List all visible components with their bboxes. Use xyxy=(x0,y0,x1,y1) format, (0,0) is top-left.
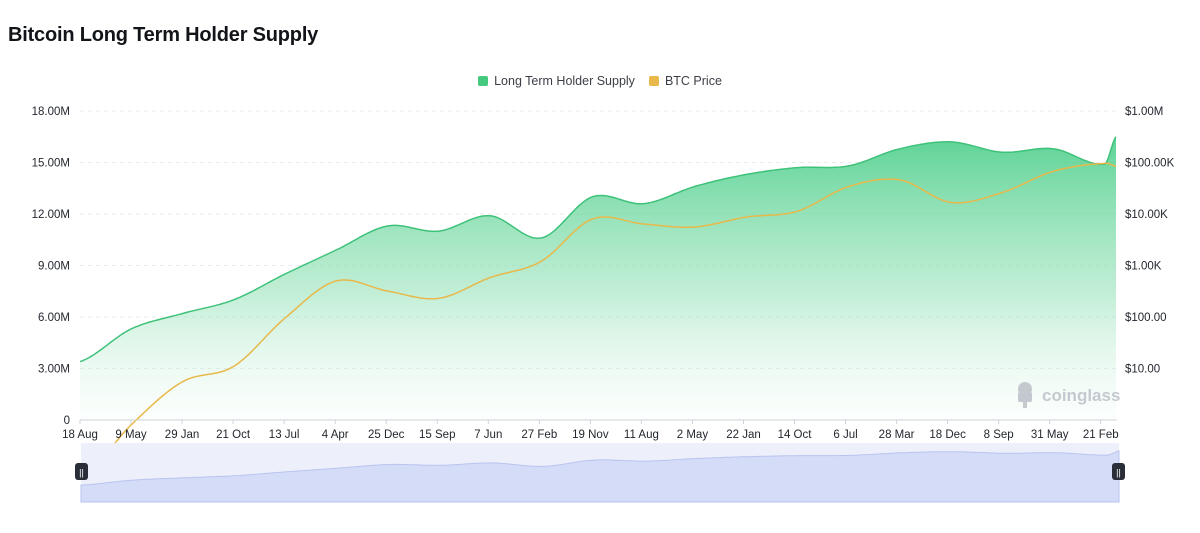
x-tick-label: 21 Feb xyxy=(1083,429,1119,441)
x-tick-label: 6 Jul xyxy=(833,429,857,441)
y-left-tick-label: 3.00M xyxy=(38,364,70,376)
y-right-tick-label: $100.00 xyxy=(1125,312,1167,324)
y-left-tick-label: 12.00M xyxy=(32,209,70,221)
y-right-tick-label: $10.00 xyxy=(1125,364,1160,376)
navigator-handle-right-grip: || xyxy=(1116,468,1121,478)
x-tick-label: 31 May xyxy=(1031,429,1069,441)
y-left-tick-label: 0 xyxy=(64,415,70,427)
chart-title: Bitcoin Long Term Holder Supply xyxy=(8,24,319,46)
navigator-handle-left[interactable]: || xyxy=(75,463,88,480)
legend-item-btc-price[interactable]: BTC Price xyxy=(648,74,722,88)
y-left-tick-label: 9.00M xyxy=(38,261,70,273)
y-right-tick-label: $1.00M xyxy=(1125,106,1163,118)
watermark: coinglass xyxy=(1018,382,1120,408)
x-tick-label: 9 May xyxy=(115,429,147,441)
x-tick-label: 2 May xyxy=(677,429,709,441)
legend-label-ltsh: Long Term Holder Supply xyxy=(494,74,635,88)
navigator-area xyxy=(80,450,1120,503)
btc-price-line xyxy=(79,162,1117,481)
navigator-series-area xyxy=(80,450,1120,503)
x-tick-label: 25 Dec xyxy=(368,429,405,441)
ltsh-area xyxy=(79,136,1117,421)
y-left-tick-label: 6.00M xyxy=(38,312,70,324)
x-tick-label: 18 Aug xyxy=(62,429,98,441)
navigator-handle-right[interactable]: || xyxy=(1112,463,1125,480)
x-tick-label: 19 Nov xyxy=(572,429,609,441)
x-tick-label: 4 Apr xyxy=(322,429,349,441)
y-right-tick-label: $1.00K xyxy=(1125,261,1162,273)
y-left-tick-label: 18.00M xyxy=(32,106,70,118)
ltsh-area-fill xyxy=(80,136,1116,421)
x-tick-label: 8 Sep xyxy=(984,429,1014,441)
ltsh-series-line xyxy=(79,136,1117,363)
legend: Long Term Holder Supply BTC Price xyxy=(0,74,1200,88)
x-tick-label: 14 Oct xyxy=(778,429,813,441)
y-left-tick-label: 15.00M xyxy=(32,158,70,170)
x-tick-label: 22 Jan xyxy=(726,429,761,441)
x-tick-label: 27 Feb xyxy=(521,429,557,441)
legend-swatch-ltsh xyxy=(478,76,489,86)
y-right-tick-label: $100.00K xyxy=(1125,158,1175,170)
x-tick-label: 28 Mar xyxy=(879,429,915,441)
x-tick-label: 21 Oct xyxy=(216,429,251,441)
watermark-text: coinglass xyxy=(1042,386,1120,405)
axes: 0 3.00M 6.00M 9.00M 12.00M 15.00M 18.00M $10.00… xyxy=(32,106,1175,441)
coinglass-logo-icon xyxy=(1018,382,1032,408)
navigator[interactable]: || || xyxy=(75,443,1125,503)
x-tick-label: 18 Dec xyxy=(929,429,966,441)
x-tick-label: 7 Jun xyxy=(474,429,502,441)
legend-item-ltsh[interactable]: Long Term Holder Supply xyxy=(478,74,635,88)
x-tick-label: 15 Sep xyxy=(419,429,455,441)
y-right-tick-label: $10.00K xyxy=(1125,209,1168,221)
x-tick-label: 13 Jul xyxy=(269,429,300,441)
x-tick-label: 11 Aug xyxy=(624,429,659,441)
btc-price-series-line xyxy=(79,162,1117,481)
navigator-handle-left-grip: || xyxy=(79,468,84,478)
legend-label-btc-price: BTC Price xyxy=(664,74,722,88)
legend-swatch-btc-price xyxy=(648,76,659,86)
x-tick-label: 29 Jan xyxy=(165,429,200,441)
